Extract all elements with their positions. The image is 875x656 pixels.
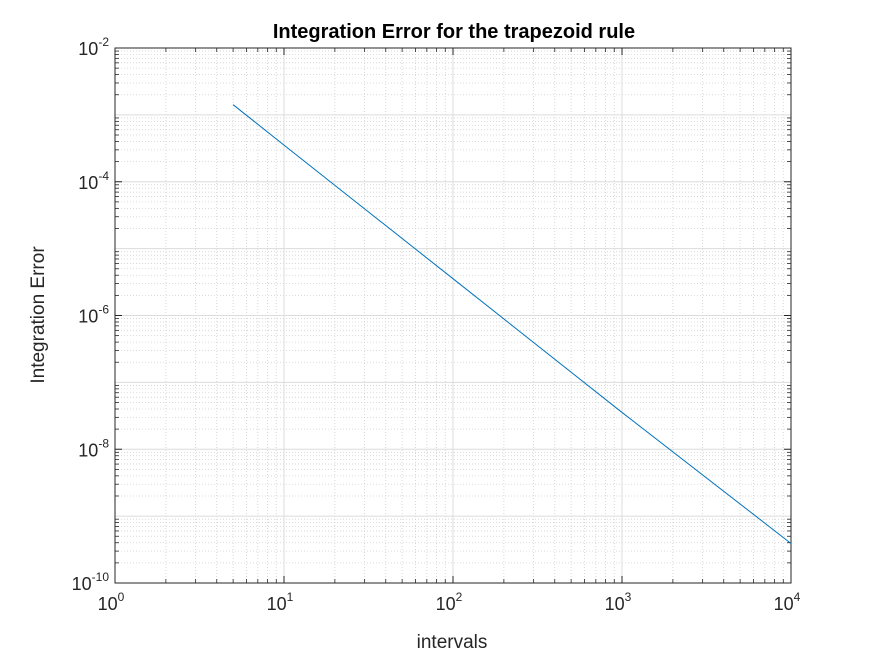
x-tick-label: 100 (98, 590, 125, 614)
x-tick-label: 102 (436, 590, 463, 614)
x-axis-label: intervals (417, 632, 488, 653)
series-line-0 (232, 104, 792, 544)
y-tick-label: 10-8 (78, 436, 109, 460)
x-tick-label: 103 (605, 590, 632, 614)
y-tick-label: 10-4 (78, 169, 109, 193)
series-group (232, 104, 792, 544)
tick-marks (114, 47, 792, 584)
y-tick-label: 10-2 (78, 35, 109, 59)
y-axis-label: Integration Error (28, 246, 49, 384)
x-tick-labels: 100 101 102 103 104 (98, 590, 801, 614)
y-tick-label: 10-6 (78, 303, 109, 327)
x-tick-label: 101 (267, 590, 294, 614)
y-tick-label: 10-10 (72, 570, 110, 594)
x-tick-label: 104 (774, 590, 801, 614)
y-tick-labels: 10-10 10-8 10-6 10-4 10-2 (72, 35, 110, 594)
chart-title: Integration Error for the trapezoid rule (273, 21, 635, 43)
